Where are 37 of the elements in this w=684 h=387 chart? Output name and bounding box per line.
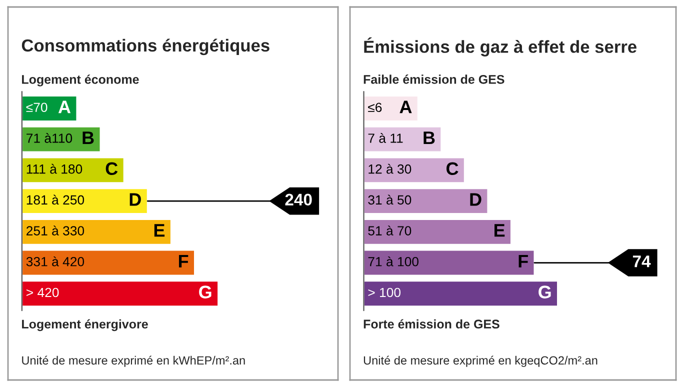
bar [363, 280, 558, 307]
bar [363, 95, 419, 122]
text: Unité de mesure exprimé en kgeqCO2/m².an [364, 356, 598, 367]
bar [363, 249, 536, 276]
category-label: 251 à 330 E [26, 224, 165, 237]
category-label: 181 à 250 D [26, 193, 141, 206]
bar [21, 95, 78, 122]
category-label: 31 à 50 D [368, 193, 482, 206]
bar [21, 280, 219, 307]
category-label: 7 à 11 B [368, 132, 435, 144]
bar [363, 218, 512, 246]
category-label: 51 à 70 E [368, 224, 505, 237]
bar [21, 249, 196, 276]
bar [21, 156, 125, 184]
chart-title: Consommations énergétiques [22, 38, 270, 56]
category-label: 71 à 100 F [368, 255, 528, 268]
category-label: > 100 G [368, 286, 551, 298]
annotation: 74 [632, 256, 651, 268]
category-label: 331 à 420 F [26, 255, 188, 268]
annotation: 240 [285, 194, 312, 206]
bar [21, 218, 172, 246]
y-tick-label: 71 à110 B [26, 132, 94, 144]
text: Faible émission de GES [364, 74, 504, 84]
y-tick-label: ≤70 A [26, 100, 71, 114]
text: Unité de mesure exprimé en kWhEP/m².an [22, 356, 245, 367]
chart-title: Émissions de gaz à effet de serre [364, 37, 636, 56]
bar [363, 188, 489, 214]
category-label: 111 à 180 C [26, 162, 118, 176]
bar [363, 126, 442, 153]
bar [363, 156, 466, 184]
category-label: ≤6 A [368, 100, 412, 114]
category-label: > 420 G [26, 286, 212, 298]
text: Logement énergivore [22, 319, 148, 332]
bar [21, 188, 148, 214]
text: Forte émission de GES [364, 319, 500, 329]
category-label: 12 à 30 C [368, 162, 458, 176]
text: Logement économe [22, 74, 139, 86]
